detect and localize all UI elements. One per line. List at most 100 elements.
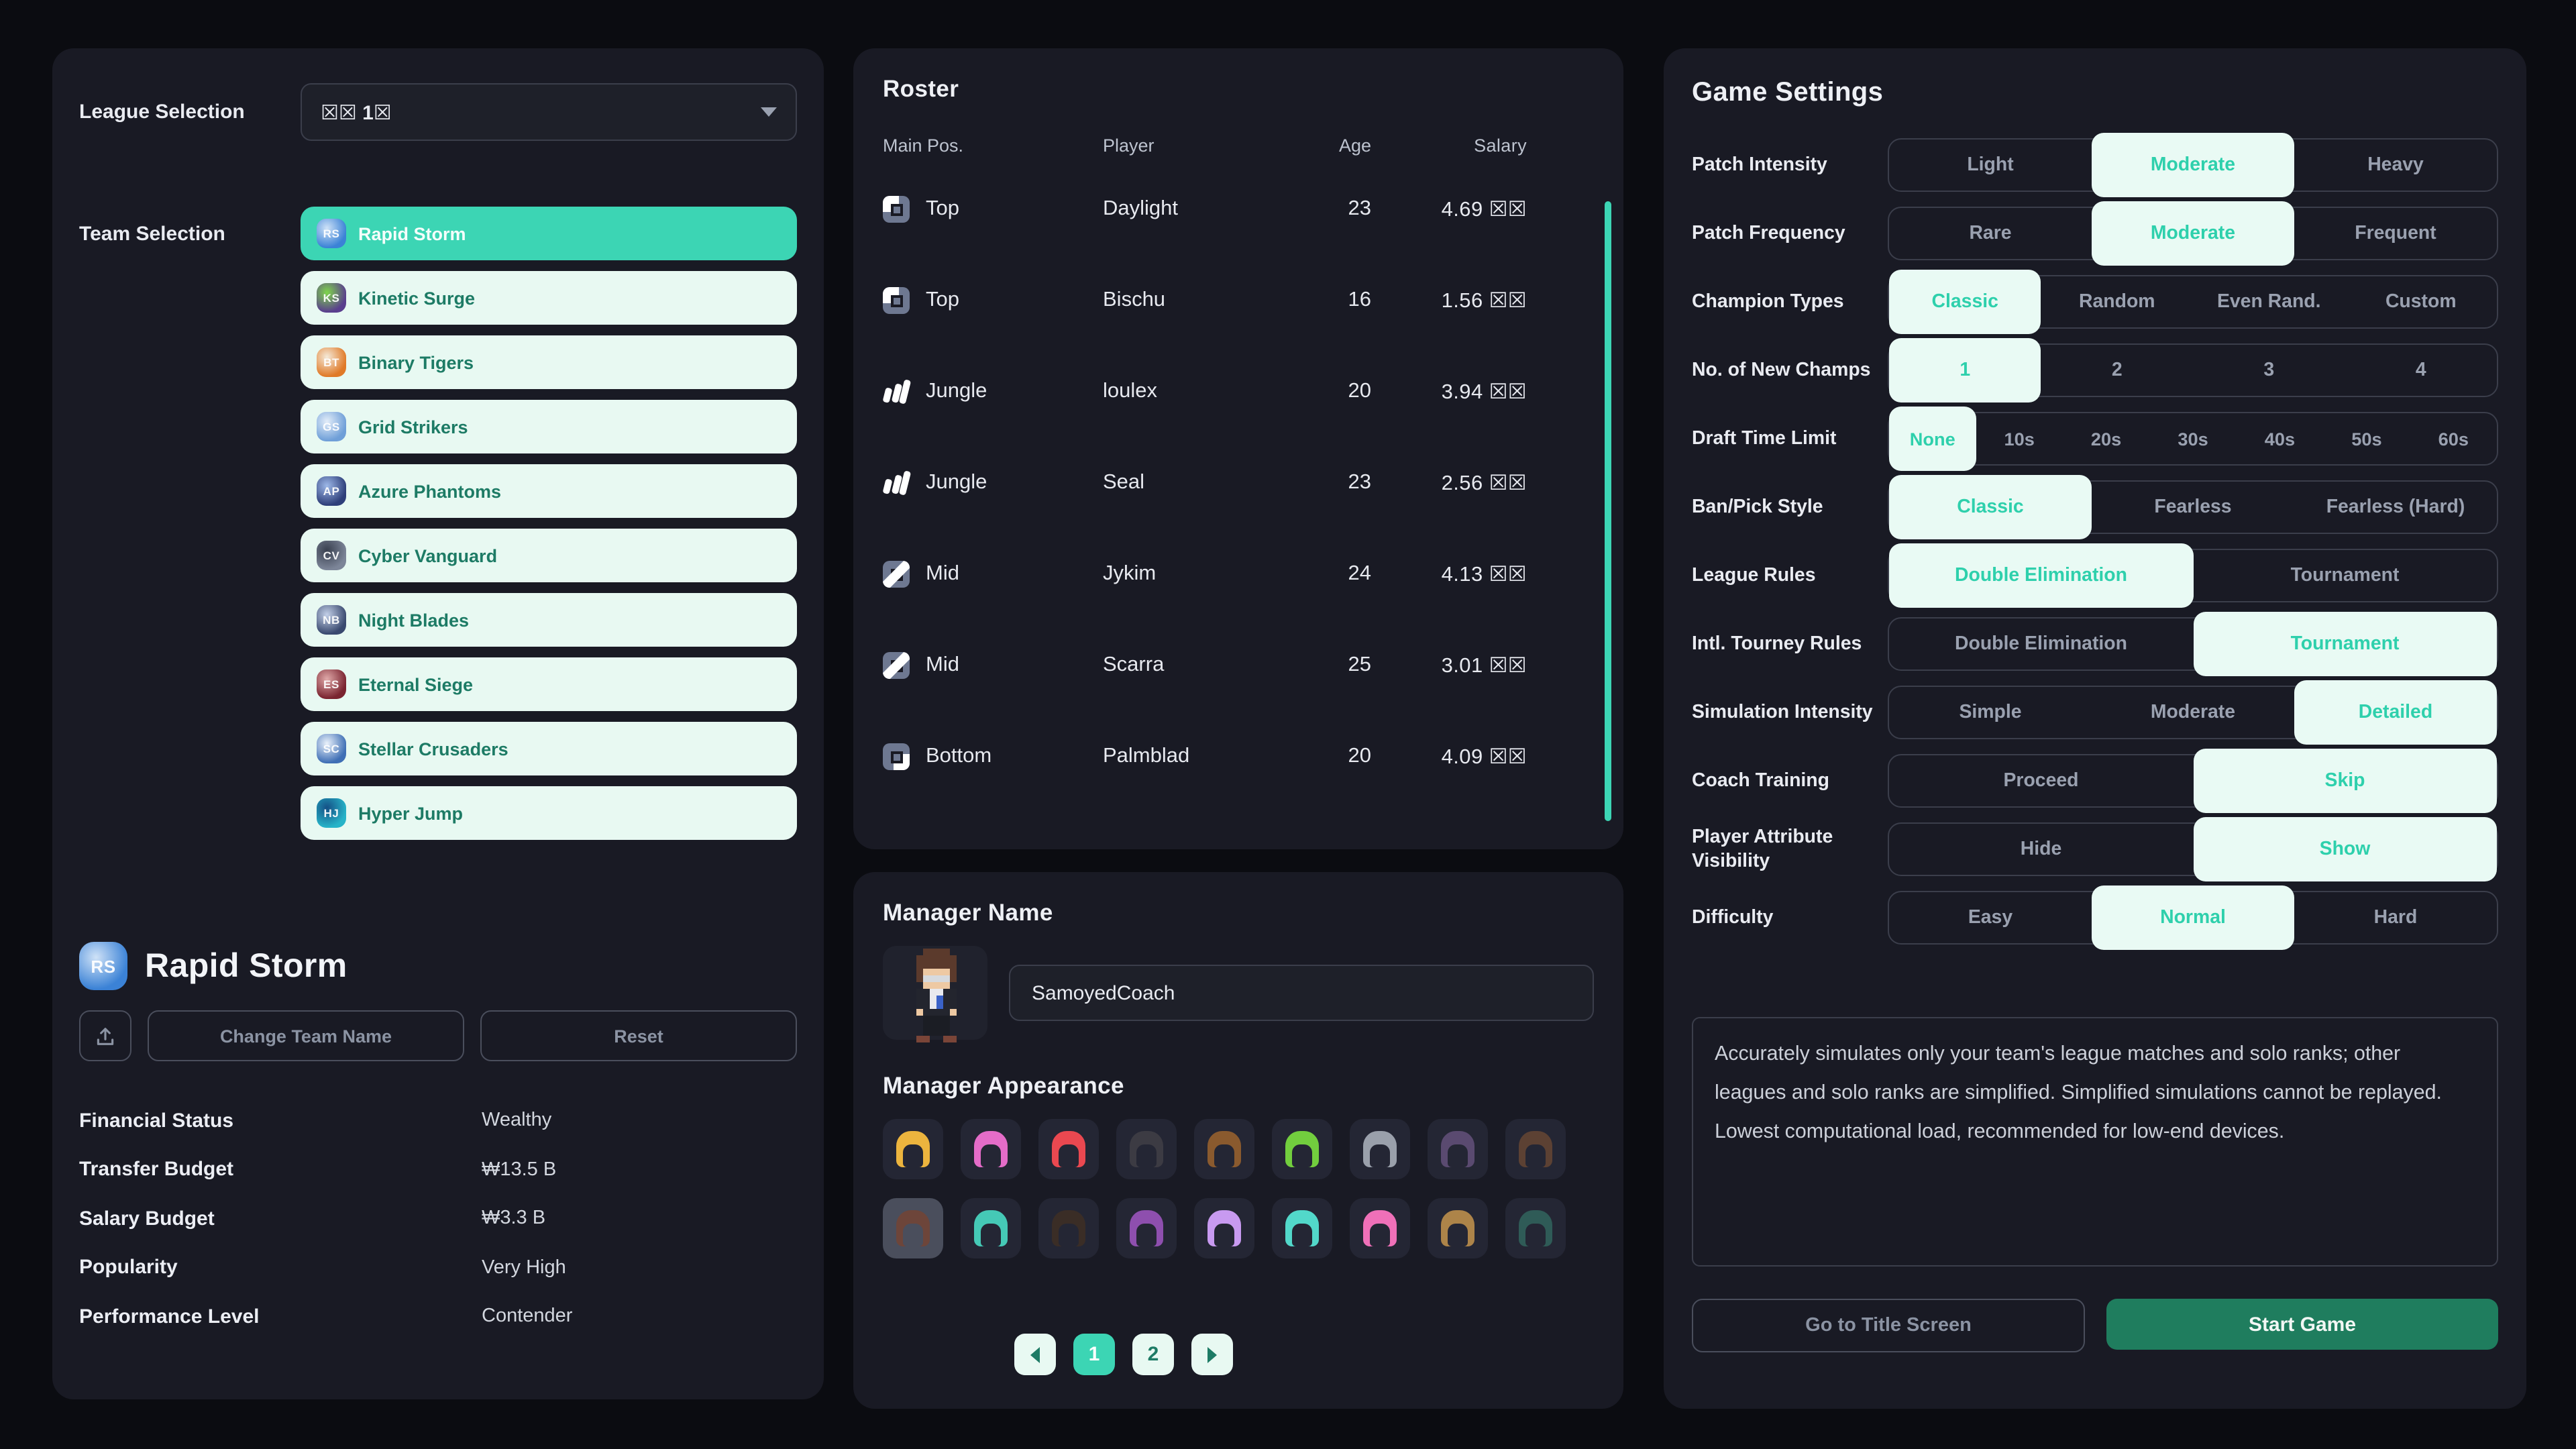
team-item[interactable]: HJ Hyper Jump bbox=[301, 786, 797, 840]
upload-logo-button[interactable] bbox=[79, 1010, 131, 1061]
segment-option[interactable]: None bbox=[1889, 407, 1976, 471]
segmented-control: Classic Random Even Rand. Custom bbox=[1888, 270, 2498, 334]
segment-option[interactable]: Double Elimination bbox=[1955, 633, 2127, 655]
hair-style-option[interactable] bbox=[1194, 1198, 1254, 1258]
hair-style-option[interactable] bbox=[883, 1119, 943, 1179]
hair-style-option[interactable] bbox=[961, 1119, 1021, 1179]
team-item[interactable]: KS Kinetic Surge bbox=[301, 271, 797, 325]
hair-icon bbox=[974, 1131, 1008, 1167]
hair-style-option[interactable] bbox=[883, 1198, 943, 1258]
hair-icon bbox=[1441, 1210, 1474, 1246]
segment-option[interactable]: Tournament bbox=[2290, 565, 2400, 586]
roster-row[interactable]: Jungle Seal 23 2.56 ☒☒ bbox=[883, 437, 1594, 529]
hair-style-option[interactable] bbox=[1505, 1198, 1566, 1258]
change-team-name-button[interactable]: Change Team Name bbox=[148, 1010, 464, 1061]
league-select-dropdown[interactable]: ☒☒ 1☒ bbox=[301, 83, 797, 141]
segment-option[interactable]: Easy bbox=[1968, 907, 2013, 928]
hair-style-option[interactable] bbox=[1428, 1119, 1488, 1179]
segment-option[interactable]: Detailed bbox=[2294, 680, 2497, 745]
team-item[interactable]: CV Cyber Vanguard bbox=[301, 529, 797, 582]
page-2-button[interactable]: 2 bbox=[1132, 1334, 1174, 1375]
segment-option[interactable]: 20s bbox=[2090, 429, 2122, 449]
team-item[interactable]: AP Azure Phantoms bbox=[301, 464, 797, 518]
setting-label: Intl. Tourney Rules bbox=[1692, 633, 1862, 655]
segment-option[interactable]: Light bbox=[1967, 154, 2014, 176]
team-item[interactable]: ES Eternal Siege bbox=[301, 657, 797, 711]
go-to-title-screen-button[interactable]: Go to Title Screen bbox=[1692, 1299, 2085, 1352]
team-item[interactable]: GS Grid Strikers bbox=[301, 400, 797, 453]
segment-option[interactable]: Classic bbox=[1889, 270, 2041, 334]
segment-option[interactable]: 50s bbox=[2351, 429, 2382, 449]
manager-name-input[interactable] bbox=[1009, 965, 1594, 1021]
segment-option[interactable]: Proceed bbox=[2003, 770, 2079, 792]
segment-option[interactable]: Frequent bbox=[2355, 223, 2436, 244]
hair-style-option[interactable] bbox=[1428, 1198, 1488, 1258]
segment-option[interactable]: Moderate bbox=[2092, 201, 2294, 266]
hair-style-option[interactable] bbox=[1116, 1198, 1177, 1258]
roster-row[interactable]: Top Daylight 23 4.69 ☒☒ bbox=[883, 164, 1594, 255]
segment-option[interactable]: 40s bbox=[2264, 429, 2296, 449]
roster-row[interactable]: Top Bischu 16 1.56 ☒☒ bbox=[883, 255, 1594, 346]
segment-option[interactable]: 30s bbox=[2178, 429, 2208, 449]
segment-option[interactable]: Moderate bbox=[2150, 702, 2236, 723]
segment-option[interactable]: 2 bbox=[2111, 360, 2123, 381]
segment-option[interactable]: Moderate bbox=[2092, 133, 2294, 197]
team-item[interactable]: NB Night Blades bbox=[301, 593, 797, 647]
team-item[interactable]: BT Binary Tigers bbox=[301, 335, 797, 389]
segment-option[interactable]: Tournament bbox=[2193, 612, 2497, 676]
roster-row[interactable]: Jungle loulex 20 3.94 ☒☒ bbox=[883, 346, 1594, 437]
roster-row[interactable]: Mid Jykim 24 4.13 ☒☒ bbox=[883, 529, 1594, 620]
start-game-button[interactable]: Start Game bbox=[2106, 1299, 2498, 1350]
hair-style-option[interactable] bbox=[961, 1198, 1021, 1258]
segment-option[interactable]: Fearless bbox=[2154, 496, 2232, 518]
segment-option[interactable]: Hide bbox=[2020, 839, 2062, 860]
hair-style-option[interactable] bbox=[1272, 1198, 1332, 1258]
team-item[interactable]: RS Rapid Storm bbox=[301, 207, 797, 260]
hair-style-option[interactable] bbox=[1038, 1119, 1099, 1179]
settings-row: No. of New Champs 1 2 3 4 bbox=[1692, 338, 2498, 402]
segment-option[interactable]: 10s bbox=[2004, 429, 2035, 449]
player-name: Bischu bbox=[1103, 288, 1166, 311]
page-1-button[interactable]: 1 bbox=[1073, 1334, 1115, 1375]
segment-option[interactable]: 4 bbox=[2415, 360, 2426, 381]
hair-icon bbox=[1130, 1131, 1163, 1167]
hair-style-option[interactable] bbox=[1116, 1119, 1177, 1179]
segment-option[interactable]: Skip bbox=[2193, 749, 2497, 813]
segment-option[interactable]: Random bbox=[2079, 291, 2155, 313]
segment-option[interactable]: Simple bbox=[1959, 702, 2022, 723]
segment-option[interactable]: Fearless (Hard) bbox=[2326, 496, 2465, 518]
segment-option[interactable]: Even Rand. bbox=[2216, 291, 2321, 313]
segment-option[interactable]: Custom bbox=[2385, 291, 2457, 313]
hair-style-option[interactable] bbox=[1350, 1119, 1410, 1179]
segment-option[interactable]: Double Elimination bbox=[1889, 543, 2193, 608]
segment-option[interactable]: 1 bbox=[1889, 338, 2041, 402]
setting-label: Patch Frequency bbox=[1692, 222, 1845, 244]
hair-style-option[interactable] bbox=[1038, 1198, 1099, 1258]
previous-page-button[interactable] bbox=[1014, 1334, 1056, 1375]
scrollbar[interactable] bbox=[1605, 201, 1611, 821]
team-selection-label: Team Selection bbox=[79, 223, 225, 246]
segment-option[interactable]: Hard bbox=[2373, 907, 2418, 928]
position-label: Bottom bbox=[926, 745, 992, 767]
hair-style-option[interactable] bbox=[1505, 1119, 1566, 1179]
team-item[interactable]: SC Stellar Crusaders bbox=[301, 722, 797, 775]
position-label: Mid bbox=[926, 653, 959, 676]
segment-option[interactable]: Rare bbox=[1969, 223, 2012, 244]
hair-style-option[interactable] bbox=[1272, 1119, 1332, 1179]
segment-option[interactable]: Show bbox=[2193, 817, 2497, 881]
hair-style-option[interactable] bbox=[1350, 1198, 1410, 1258]
reset-button[interactable]: Reset bbox=[480, 1010, 797, 1061]
segment-option[interactable]: Normal bbox=[2092, 885, 2294, 950]
roster-row[interactable]: Mid Scarra 25 3.01 ☒☒ bbox=[883, 620, 1594, 711]
segment-option[interactable]: Heavy bbox=[2367, 154, 2424, 176]
segment-option[interactable]: Classic bbox=[1889, 475, 2092, 539]
hair-style-option[interactable] bbox=[1194, 1119, 1254, 1179]
stat-value: ₩13.5 B bbox=[482, 1159, 557, 1181]
roster-row[interactable]: Bottom Palmblad 20 4.09 ☒☒ bbox=[883, 711, 1594, 802]
hair-icon bbox=[896, 1131, 930, 1167]
segment-option[interactable]: 3 bbox=[2263, 360, 2275, 381]
stat-row: Transfer Budget ₩13.5 B bbox=[79, 1145, 797, 1194]
segment-option[interactable]: 60s bbox=[2438, 429, 2469, 449]
next-page-button[interactable] bbox=[1191, 1334, 1233, 1375]
stat-value: Contender bbox=[482, 1305, 573, 1328]
